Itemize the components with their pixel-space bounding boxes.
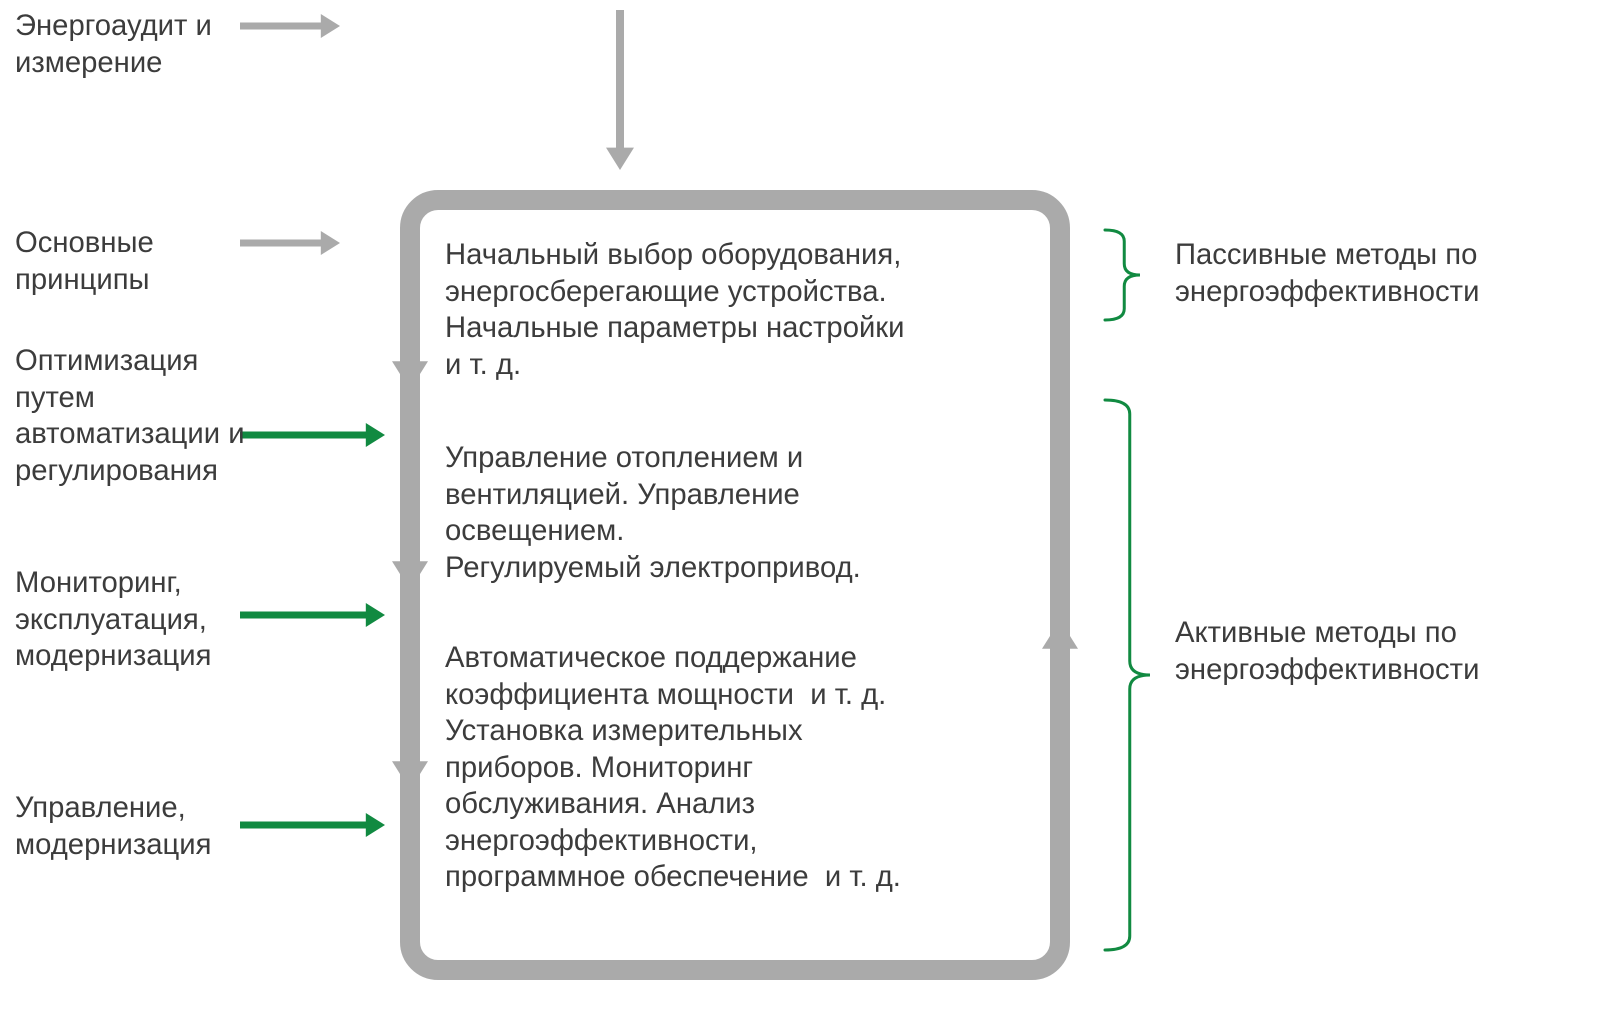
box-text-b1: Управление отоплением и вентиляцией. Упр… (445, 440, 861, 586)
left-label-l3: Мониторинг, эксплуатация, модернизация (15, 565, 211, 675)
left-label-l4: Управление, модернизация (15, 790, 211, 863)
left-label-l0: Энергоаудит и измерение (15, 8, 212, 81)
left-label-l1: Основные принципы (15, 225, 154, 298)
left-label-l2: Оптимизация путем автоматизации и регули… (15, 343, 245, 489)
box-text-b0: Начальный выбор оборудования, энергосбер… (445, 237, 904, 383)
right-label-r1: Активные методы по энергоэффективности (1175, 615, 1479, 688)
box-text-b2: Автоматическое поддержание коэффициента … (445, 640, 901, 896)
right-label-r0: Пассивные методы по энергоэффективности (1175, 237, 1479, 310)
